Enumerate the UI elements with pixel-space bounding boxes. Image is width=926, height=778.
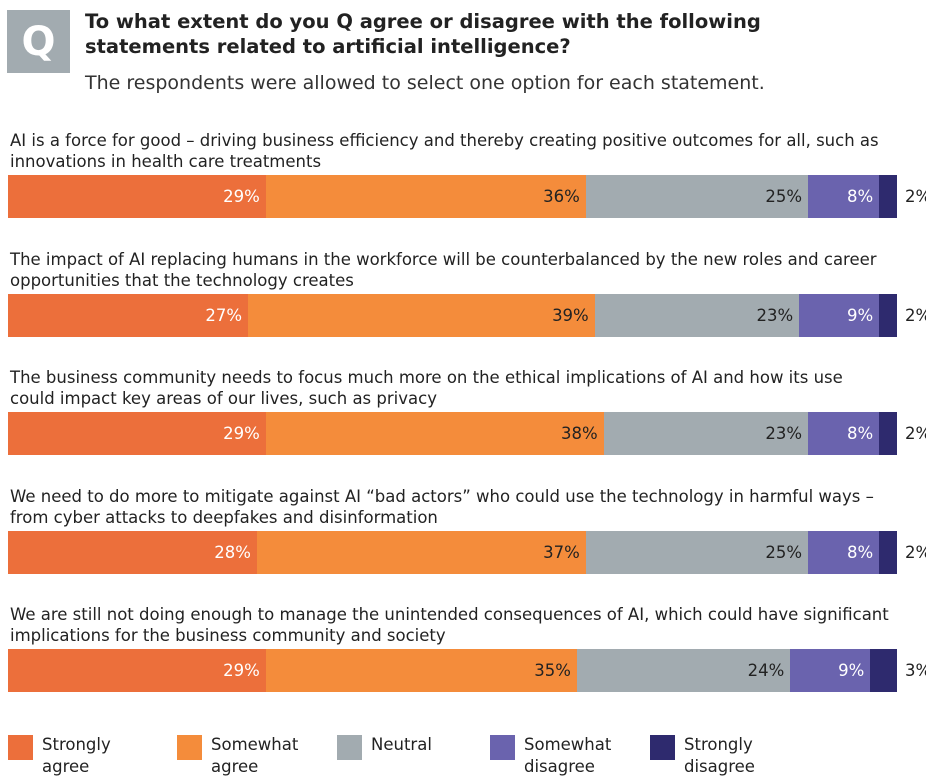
bar-segment xyxy=(594,293,800,337)
bar-segment xyxy=(808,412,880,455)
value-label: 8% xyxy=(847,187,874,206)
value-label: 2% xyxy=(905,305,926,325)
bar-segment xyxy=(8,649,266,692)
value-label: 23% xyxy=(756,305,794,325)
bar-segment xyxy=(8,293,249,337)
legend-swatch xyxy=(8,735,33,760)
value-label: 3% xyxy=(905,661,926,680)
value-label: 37% xyxy=(543,542,580,562)
value-label: 29% xyxy=(223,187,260,206)
value-label: 29% xyxy=(223,661,260,680)
bar-segment xyxy=(8,175,266,218)
legend-label: Neutral xyxy=(371,735,432,754)
category-label: We are still not doing enough to manage … xyxy=(10,605,889,645)
bar-segment xyxy=(879,530,897,574)
bar-segment xyxy=(248,293,595,337)
badge: Q xyxy=(7,10,70,73)
value-label: 28% xyxy=(214,542,251,562)
legend-swatch xyxy=(650,735,675,760)
value-label: 38% xyxy=(560,424,598,443)
value-label: 39% xyxy=(552,305,589,325)
bar-segment xyxy=(879,293,897,337)
value-label: 8% xyxy=(847,542,874,562)
bar-segment xyxy=(256,530,586,574)
legend-swatch xyxy=(490,735,515,760)
subtitle: The respondents were allowed to select o… xyxy=(85,72,765,94)
bar-segment xyxy=(576,649,791,692)
bar-segment xyxy=(879,412,897,455)
bar-segment xyxy=(808,530,880,574)
bar-segment xyxy=(808,175,880,218)
value-label: 25% xyxy=(765,542,803,562)
bar-segment xyxy=(585,530,809,574)
bar-segment xyxy=(265,412,604,455)
value-label: 2% xyxy=(905,424,926,443)
value-label: 24% xyxy=(747,661,785,680)
value-label: 9% xyxy=(847,305,874,325)
value-label: 35% xyxy=(534,661,571,680)
bar-segment xyxy=(265,649,577,692)
category-label: We need to do more to mitigate against A… xyxy=(10,486,874,527)
value-label: 25% xyxy=(765,187,803,206)
category-label: The business community needs to focus mu… xyxy=(10,368,843,408)
category-label: The impact of AI replacing humans in the… xyxy=(10,249,877,290)
bar-segment xyxy=(265,175,586,218)
bar-segment xyxy=(8,412,266,455)
legend-label: Somewhat agree xyxy=(211,735,299,776)
bar-segment xyxy=(879,175,897,218)
value-label: 36% xyxy=(543,187,580,206)
bar-segment xyxy=(799,293,880,337)
value-label: 23% xyxy=(765,424,803,443)
value-label: 2% xyxy=(905,542,926,562)
legend-swatch xyxy=(177,735,202,760)
value-label: 9% xyxy=(838,661,865,680)
title: To what extent do you Q agree or disagre… xyxy=(85,10,761,58)
value-label: 29% xyxy=(223,424,260,443)
category-label: AI is a force for good – driving busines… xyxy=(10,131,879,171)
legend-label: Strongly agree xyxy=(42,735,111,776)
bar-segment xyxy=(8,530,257,574)
legend-label: Strongly disagree xyxy=(684,735,755,776)
bar-segment xyxy=(790,649,871,692)
bar-segment xyxy=(870,649,897,692)
legend-swatch xyxy=(337,735,362,760)
bar-segment xyxy=(603,412,809,455)
value-label: 2% xyxy=(905,187,926,206)
legend-label: Somewhat disagree xyxy=(524,735,612,776)
bar-segment xyxy=(585,175,809,218)
value-label: 8% xyxy=(847,424,874,443)
value-label: 27% xyxy=(205,305,243,325)
